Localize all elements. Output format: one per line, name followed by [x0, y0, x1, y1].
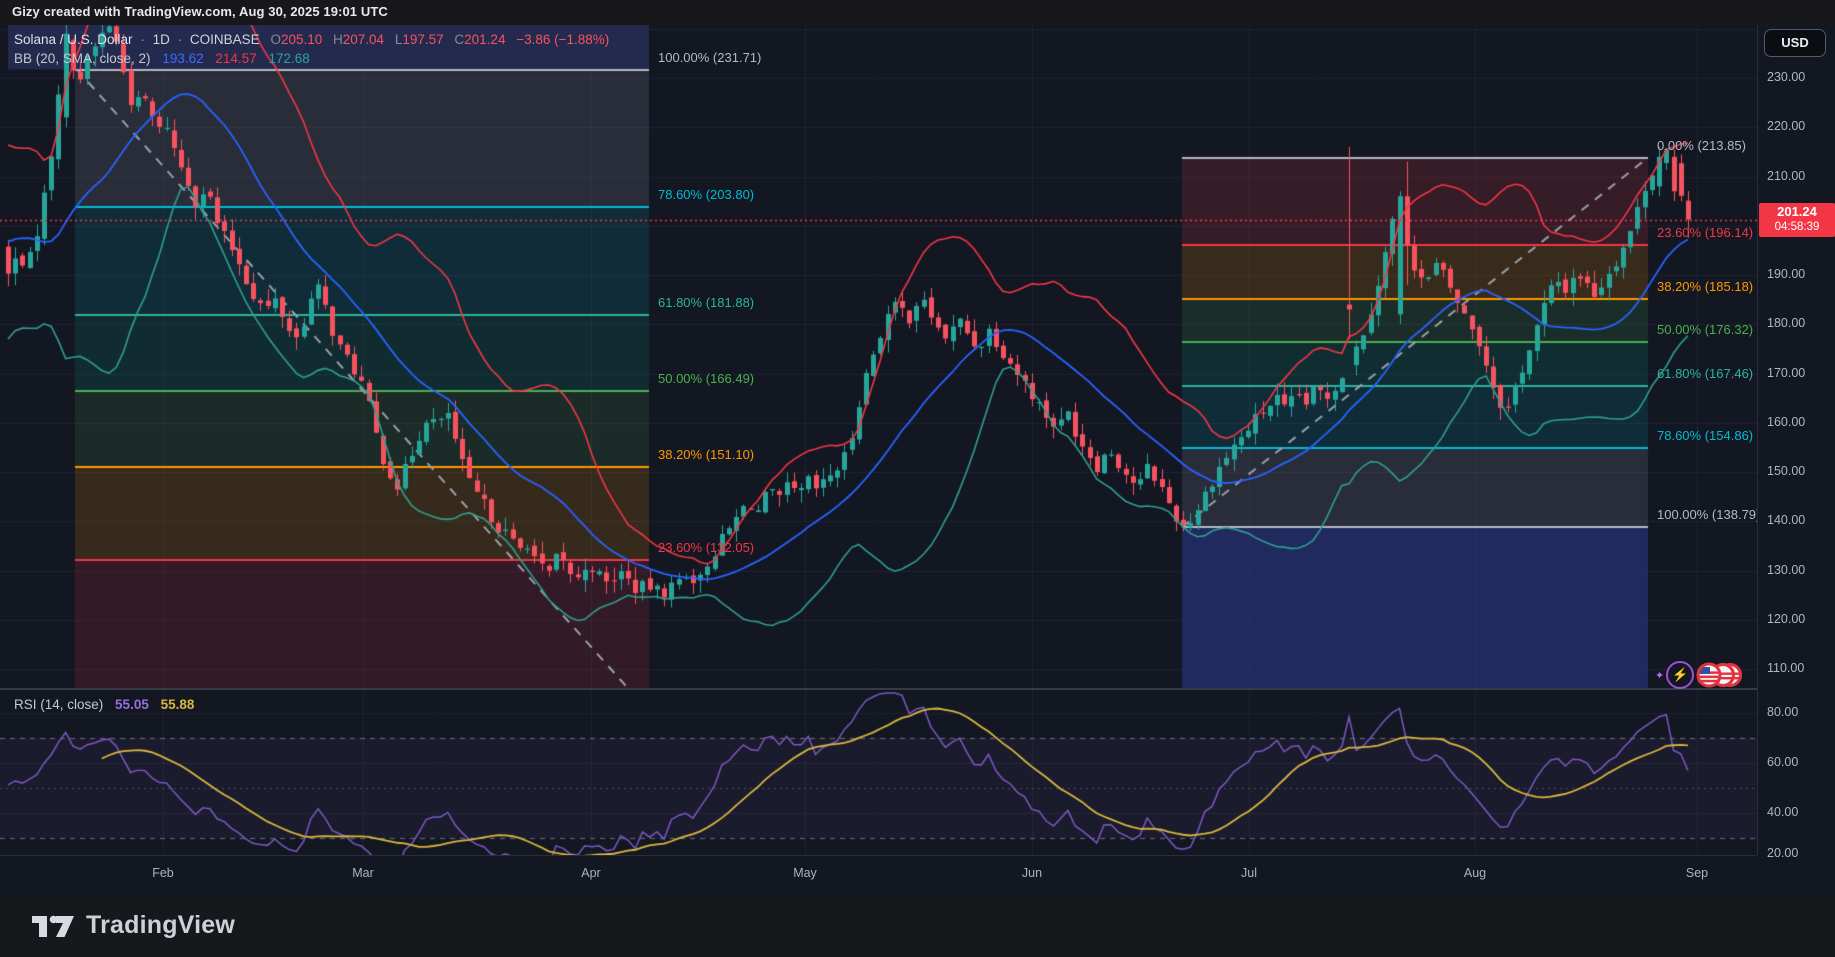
time-tick-label: Sep [1685, 866, 1709, 880]
time-tick-label: Jul [1241, 866, 1257, 880]
bb-upper-value: 214.57 [215, 51, 257, 66]
rsi-chart-canvas[interactable] [0, 690, 1757, 855]
rsi-tick-label: 40.00 [1767, 805, 1799, 819]
bar-countdown: 04:58:39 [1774, 220, 1820, 233]
attribution-text: Gizy created with TradingView.com, Aug 3… [12, 4, 388, 19]
high-value: 207.04 [342, 32, 385, 47]
currency-toggle-button[interactable]: USD [1764, 29, 1826, 57]
rsi-pane[interactable]: RSI (14, close) 55.05 55.88 [0, 690, 1757, 855]
time-tick-label: Aug [1463, 866, 1487, 880]
lightning-boost-icon[interactable]: ⚡ [1666, 661, 1695, 689]
attribution-bar: Gizy created with TradingView.com, Aug 3… [0, 0, 1835, 25]
symbol-legend[interactable]: Solana / U.S. Dollar · 1D · COINBASE O20… [14, 30, 609, 68]
rsi-tick-label: 80.00 [1767, 705, 1799, 719]
fib-right-level-label: 38.20% (185.18) [1657, 278, 1754, 294]
price-tick-label: 170.00 [1767, 365, 1806, 380]
low-label: L [394, 32, 403, 47]
rsi-indicator-title[interactable]: RSI (14, close) [14, 697, 104, 712]
rsi-tick-label: 60.00 [1767, 755, 1799, 769]
tradingview-logo[interactable]: TradingView [30, 910, 235, 940]
fib-left-level-label: 50.00% (166.49) [658, 370, 755, 386]
low-value: 197.57 [402, 32, 444, 47]
time-tick-label: Jun [1021, 866, 1043, 880]
price-tick-label: 130.00 [1767, 562, 1806, 577]
price-tick-label: 150.00 [1767, 464, 1806, 478]
price-tick-label: 180.00 [1767, 316, 1806, 331]
separator-dot: · [140, 32, 145, 47]
symbol-name[interactable]: Solana / U.S. Dollar [14, 32, 133, 47]
change-value: −3.86 (−1.88%) [516, 32, 610, 47]
price-tick-label: 120.00 [1767, 611, 1806, 626]
time-tick-label: Apr [581, 866, 601, 880]
price-tick-label: 160.00 [1767, 414, 1806, 429]
bb-indicator-title[interactable]: BB (20, SMA, close, 2) [14, 51, 151, 66]
main-chart-canvas[interactable] [0, 25, 1757, 688]
high-label: H [333, 32, 343, 47]
pane-corner-icons[interactable]: ✦ ⚡ [1655, 661, 1744, 689]
exchange-label[interactable]: COINBASE [189, 32, 260, 47]
pane-separator[interactable] [0, 688, 1835, 690]
time-tick-label: May [793, 866, 817, 880]
rsi-tick-label: 20.00 [1767, 846, 1799, 861]
bb-lower-value: 172.68 [268, 51, 310, 66]
tradingview-wordmark: TradingView [86, 910, 236, 939]
price-tick-label: 110.00 [1767, 661, 1805, 675]
bb-legend-row[interactable]: BB (20, SMA, close, 2) 193.62 214.57 172… [14, 49, 609, 68]
price-pane[interactable]: Solana / U.S. Dollar · 1D · COINBASE O20… [0, 25, 1757, 689]
fib-right-level-label: 50.00% (176.32) [1657, 322, 1754, 338]
price-tick-label: 210.00 [1767, 168, 1806, 183]
usa-coins-icon[interactable] [1694, 662, 1744, 688]
symbol-legend-row[interactable]: Solana / U.S. Dollar · 1D · COINBASE O20… [14, 30, 609, 49]
open-value: 205.10 [280, 32, 323, 47]
fib-left-level-label: 23.60% (132.05) [658, 540, 755, 556]
sparkle-icon: ✦ [1655, 669, 1665, 682]
price-tick-label: 190.00 [1767, 267, 1806, 281]
interval-label[interactable]: 1D [152, 32, 170, 47]
open-label: O [270, 32, 281, 47]
last-price-badge[interactable]: 201.24 04:58:39 [1759, 202, 1835, 237]
price-tick-label: 140.00 [1767, 513, 1806, 528]
price-scale[interactable]: USD 201.24 04:58:39 230.00 220.00 210.00 19… [1757, 25, 1835, 860]
price-tick-label: 230.00 [1767, 70, 1806, 84]
fib-right-level-label: 78.60% (154.86) [1657, 428, 1754, 444]
last-price-value: 201.24 [1777, 203, 1817, 219]
fib-left-level-label: 61.80% (181.88) [658, 294, 755, 310]
rsi-legend[interactable]: RSI (14, close) 55.05 55.88 [14, 695, 194, 714]
fib-right-level-label: 61.80% (167.46) [1657, 366, 1754, 381]
fib-right-level-label: 100.00% (138.79) [1657, 507, 1761, 523]
time-scale[interactable]: Feb Mar Apr May Jun Jul Aug Sep [0, 855, 1757, 896]
brand-bar: TradingView [0, 895, 1835, 957]
close-value: 201.24 [464, 32, 506, 47]
fib-right-level-label: 0.00% (213.85) [1657, 137, 1746, 153]
tradingview-logo-icon [32, 915, 74, 937]
time-tick-label: Mar [352, 866, 374, 880]
bb-basis-value: 193.62 [162, 51, 204, 66]
fib-right-level-label: 23.60% (196.14) [1657, 224, 1754, 240]
time-tick-label: Feb [152, 866, 174, 880]
fib-left-level-label: 38.20% (151.10) [658, 446, 755, 462]
rsi-ma-value: 55.88 [160, 697, 195, 712]
fib-left-level-label: 100.00% (231.71) [658, 49, 762, 65]
fib-left-level-label: 78.60% (203.80) [658, 187, 755, 203]
close-label: C [454, 32, 465, 47]
rsi-value: 55.05 [115, 697, 149, 712]
separator-dot: · [177, 32, 183, 47]
price-tick-label: 220.00 [1767, 119, 1806, 134]
